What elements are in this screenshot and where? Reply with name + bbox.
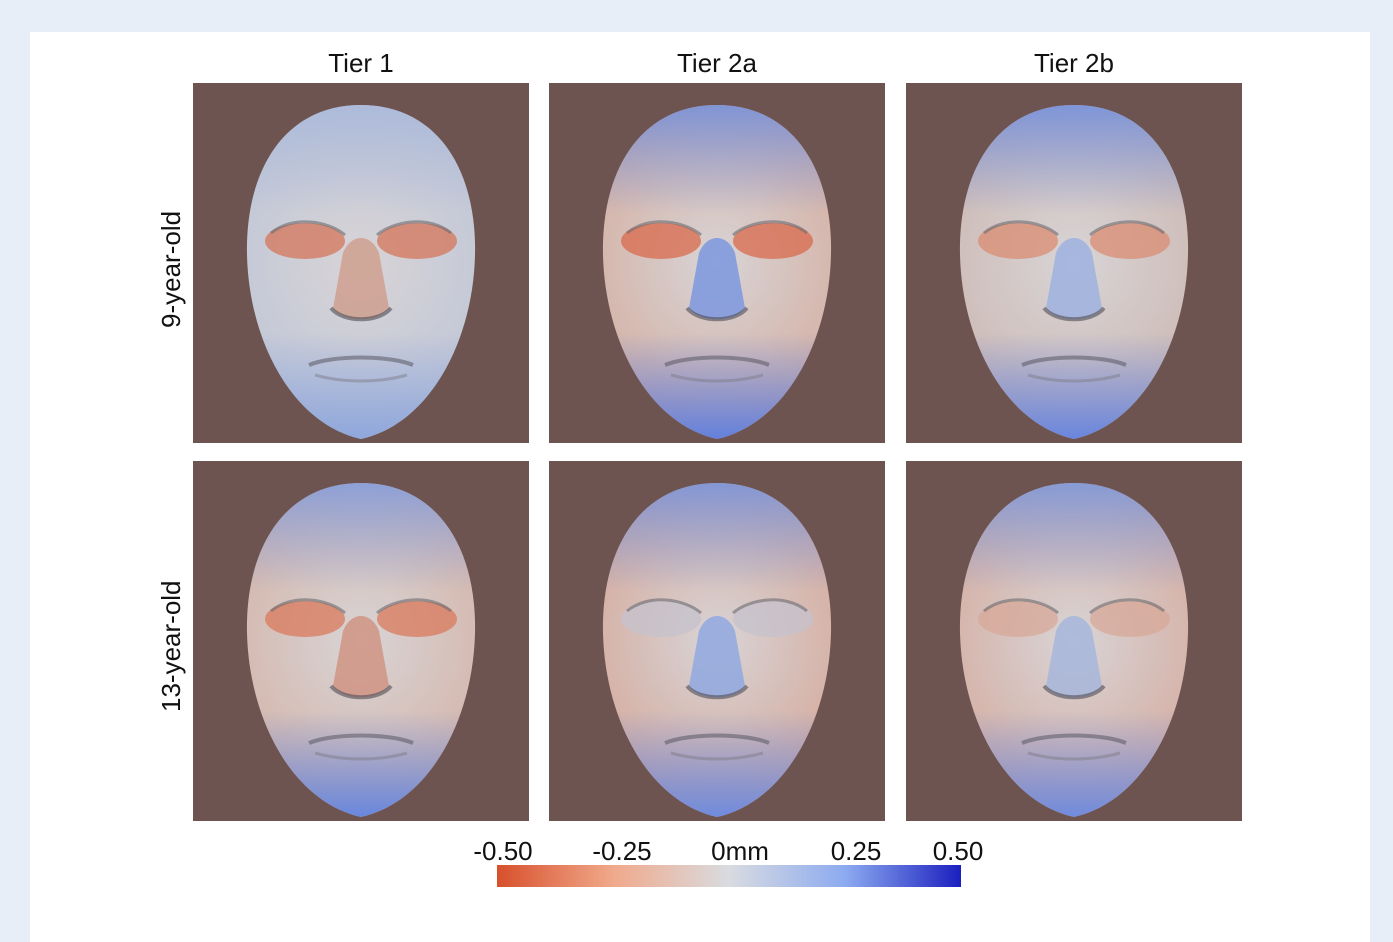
- face-heatmap: [602, 483, 832, 817]
- colorbar-tick-zero: 0mm: [711, 836, 769, 866]
- face-panel-9y-tier-2b: [906, 83, 1242, 443]
- face-panel-9y-tier-2a: [549, 83, 885, 443]
- face-heatmap: [959, 483, 1189, 817]
- face-panel-9y-tier-1: [193, 83, 529, 443]
- colorbar: [497, 865, 961, 887]
- face-heatmap: [246, 105, 476, 439]
- face-heatmap: [602, 105, 832, 439]
- face-panel-13y-tier-2a: [549, 461, 885, 821]
- face-heatmap: [959, 105, 1189, 439]
- column-title-tier-2a: Tier 2a: [677, 48, 757, 78]
- column-title-tier-2b: Tier 2b: [1034, 48, 1114, 78]
- face-panel-13y-tier-2b: [906, 461, 1242, 821]
- face-panel-13y-tier-1: [193, 461, 529, 821]
- face-heatmap: [246, 483, 476, 817]
- colorbar-tick-pos-050: 0.50: [932, 836, 984, 866]
- colorbar-tick-neg-050: -0.50: [473, 836, 533, 866]
- row-label-9-year-old: 9-year-old: [156, 210, 186, 328]
- column-title-tier-1: Tier 1: [328, 48, 394, 78]
- row-label-13-year-old: 13-year-old: [156, 580, 186, 712]
- colorbar-tick-pos-025: 0.25: [830, 836, 882, 866]
- colorbar-tick-neg-025: -0.25: [592, 836, 652, 866]
